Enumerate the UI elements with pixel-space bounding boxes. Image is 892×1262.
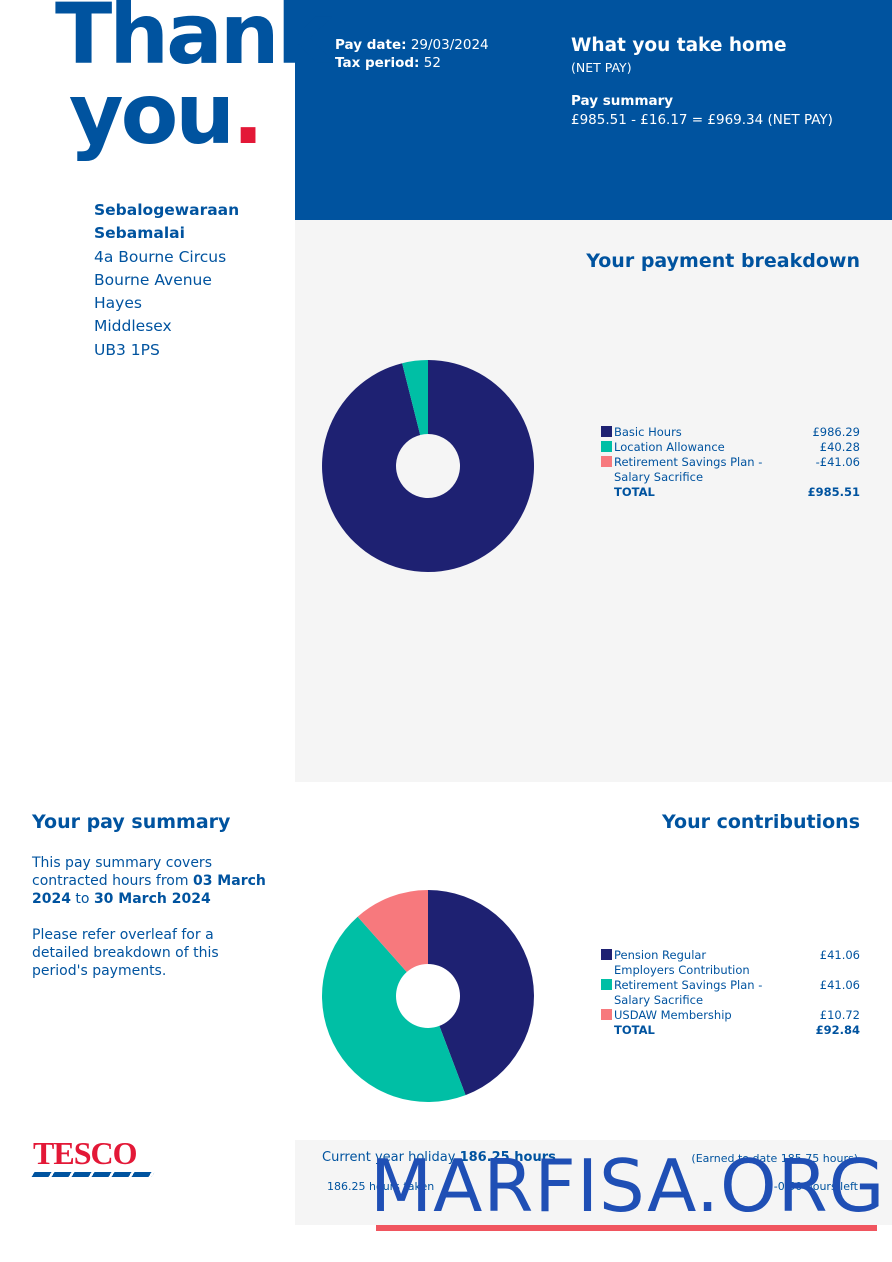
tax-period-label: Tax period: xyxy=(335,55,420,71)
legend-row: Location Allowance £40.28 xyxy=(601,440,860,455)
legend-label: Basic Hours xyxy=(614,425,682,439)
legend-row: Retirement Savings Plan - Salary Sacrifi… xyxy=(601,455,860,485)
you: you xyxy=(68,65,235,163)
legend-row: USDAW Membership £10.72 xyxy=(601,1008,860,1023)
take-home-title: What you take home xyxy=(571,35,787,56)
watermark-underline xyxy=(376,1225,877,1231)
legend: Basic Hours £986.29 Location Allowance £40.… xyxy=(601,425,860,500)
dot: . xyxy=(232,65,264,163)
pay-info: Pay date: 29/03/2024 Tax period: 52 xyxy=(335,36,489,72)
watermark: MARFISA.ORG xyxy=(370,1144,886,1228)
pay-summary-text: This pay summary covers contracted hours… xyxy=(32,854,272,980)
legend-amount: £41.06 xyxy=(819,948,860,962)
tax-period: 52 xyxy=(423,55,441,71)
date: 03 March 2024 xyxy=(32,873,266,907)
holiday-hours: 186.25 hours xyxy=(459,1150,556,1165)
note: Please refer overleaf for a detailed bre… xyxy=(32,927,219,979)
text: to xyxy=(75,891,90,907)
legend-amount: £986.29 xyxy=(812,425,860,439)
donut-segment xyxy=(402,360,428,435)
pay-date-label: Pay date: xyxy=(335,37,407,53)
legend-amount: £41.06 xyxy=(819,978,860,992)
address-lines: 4a Bourne Circus Bourne Avenue Hayes Middle… xyxy=(94,246,244,362)
logo-text: TESCO xyxy=(33,1135,137,1171)
address: Sebalogewaraan Sebamalai 4a Bourne Circu… xyxy=(94,199,244,362)
donut-segment xyxy=(322,359,535,572)
total-label: TOTAL xyxy=(614,485,655,499)
pay-date: 29/03/2024 xyxy=(410,37,489,53)
legend: Pension Regular Employers Contribution £4… xyxy=(601,948,860,1038)
address-line: Bourne Avenue xyxy=(94,270,212,289)
legend-row: Basic Hours £986.29 xyxy=(601,425,860,440)
donut-segment xyxy=(357,890,428,973)
contributions-title: Your contributions xyxy=(662,811,860,833)
take-home-subtitle: (NET PAY) xyxy=(571,60,632,75)
earned: (Earned to date 185.75 hours) xyxy=(691,1152,858,1165)
total-row: TOTAL £985.51 xyxy=(601,485,860,500)
legend-label: USDAW Membership xyxy=(614,1008,732,1022)
breakdown-title: Your payment breakdown xyxy=(586,250,860,272)
holiday-label: Current year holiday xyxy=(322,1150,456,1165)
holiday-panel xyxy=(295,1140,892,1225)
legend-swatch xyxy=(601,949,612,960)
legend-amount: -£41.06 xyxy=(815,455,860,469)
legend-row: Pension Regular Employers Contribution £4… xyxy=(601,948,860,978)
legend-amount: £10.72 xyxy=(819,1008,860,1022)
legend-swatch xyxy=(601,979,612,990)
legend-label: Location Allowance xyxy=(614,440,725,454)
legend-label: Retirement Savings Plan - Salary Sacrifi… xyxy=(614,978,763,1007)
legend-amount: £40.28 xyxy=(819,440,860,454)
legend-label: Pension Regular Employers Contribution xyxy=(614,948,750,977)
legend-label: Retirement Savings Plan - Salary Sacrifi… xyxy=(614,455,763,484)
address-line: 4a Bourne Circus xyxy=(94,247,227,266)
holiday: Current year holiday 186.25 hours xyxy=(322,1150,556,1165)
address-line: UB3 1PS xyxy=(94,340,160,359)
legend-swatch xyxy=(601,441,612,452)
donut-segment xyxy=(322,916,466,1102)
legend-swatch xyxy=(601,426,612,437)
legend-row: Retirement Savings Plan - Salary Sacrifi… xyxy=(601,978,860,1008)
text: This pay summary covers contracted hours… xyxy=(32,855,212,889)
donut-segment xyxy=(428,890,534,1096)
date: 30 March 2024 xyxy=(93,891,211,907)
legend-swatch xyxy=(601,456,612,467)
take-home: What you take home (NET PAY) Pay summary… xyxy=(571,35,833,128)
taken: 186.25 hours taken xyxy=(327,1180,435,1193)
total-label: TOTAL xyxy=(614,1023,655,1037)
logo: TESCO xyxy=(31,1135,155,1177)
summary-title: Pay summary xyxy=(571,93,674,109)
header-panel xyxy=(295,0,892,220)
pay-summary-title: Your pay summary xyxy=(32,811,231,833)
address-line: Hayes xyxy=(94,294,142,313)
legend-swatch xyxy=(601,1009,612,1020)
total-amount: £985.51 xyxy=(807,485,860,499)
total-row: TOTAL £92.84 xyxy=(601,1023,860,1038)
summary: £985.51 - £16.17 = £969.34 (NET PAY) xyxy=(571,112,833,128)
address-line: Middlesex xyxy=(94,317,172,336)
hours-left: -0.50 hours left xyxy=(773,1180,858,1193)
total-amount: £92.84 xyxy=(815,1023,860,1037)
employee-name: Sebalogewaraan Sebamalai xyxy=(94,201,240,243)
